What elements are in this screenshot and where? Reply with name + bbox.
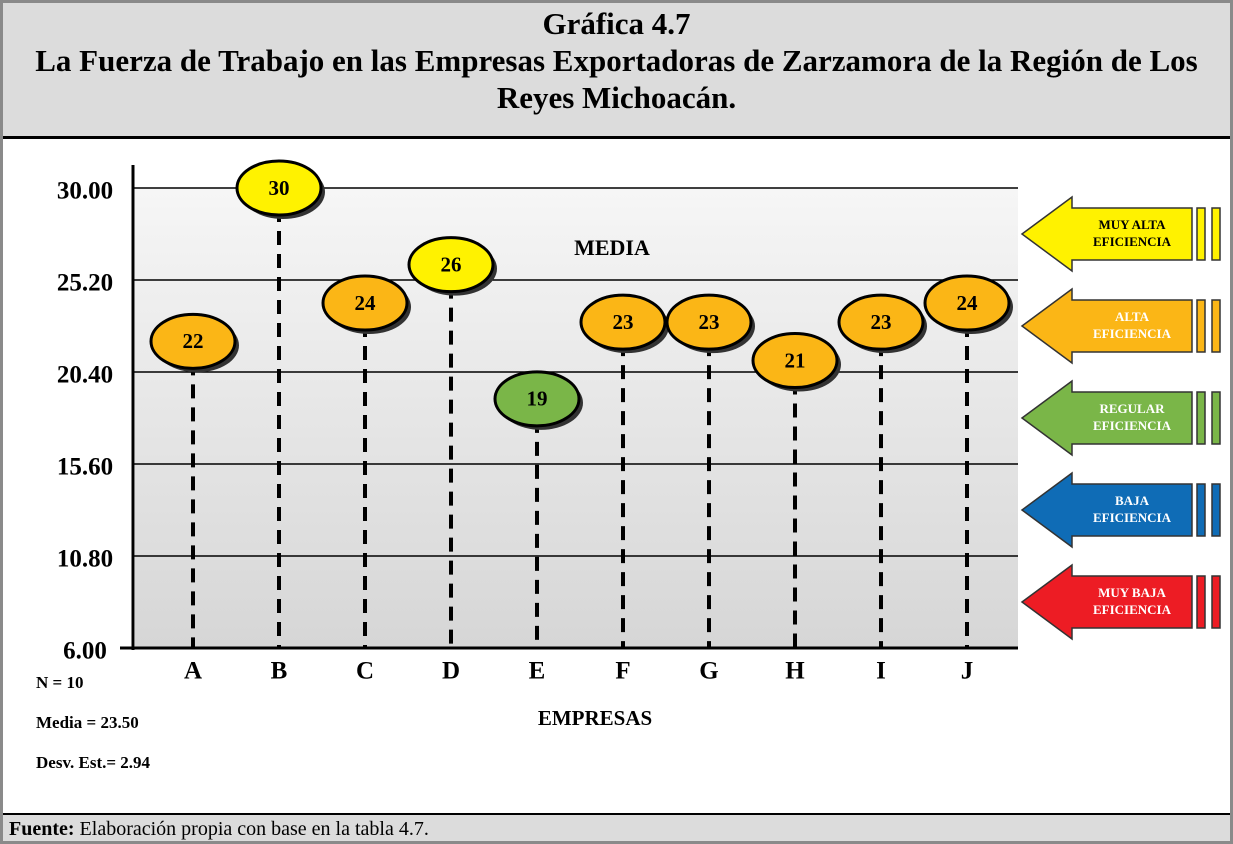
- x-tick-label: J: [961, 658, 974, 685]
- legend-label: EFICIENCIA: [1093, 418, 1172, 433]
- marker: [751, 332, 839, 389]
- stat: Desv. Est.= 2.94: [36, 753, 151, 772]
- chart-subtitle: La Fuerza de Trabajo en las Empresas Exp…: [35, 43, 1198, 115]
- legend-arrow: [1020, 379, 1193, 457]
- marker: [837, 293, 925, 351]
- x-tick-label: E: [529, 658, 546, 685]
- legend-label: REGULAR: [1099, 401, 1165, 416]
- header: Gráfica 4.7 La Fuerza de Trabajo en las …: [3, 3, 1230, 139]
- data-label: 19: [527, 387, 548, 411]
- marker: [321, 274, 409, 332]
- legend-label: BAJA: [1115, 493, 1150, 508]
- x-axis-label: EMPRESAS: [538, 706, 652, 730]
- x-tick-label: G: [699, 658, 718, 685]
- y-tick-label: 20.40: [57, 362, 113, 389]
- data-label: 23: [699, 310, 720, 334]
- legend-stripe: [1211, 483, 1221, 537]
- data-label: 30: [269, 176, 290, 200]
- legend-stripe: [1211, 207, 1221, 261]
- legend-label: EFICIENCIA: [1093, 510, 1172, 525]
- annotation: MEDIA: [574, 235, 650, 260]
- legend-stripe: [1211, 299, 1221, 353]
- legend-stripe: [1211, 575, 1221, 629]
- marker: [665, 293, 753, 351]
- legend-arrow: [1020, 563, 1193, 641]
- marker: [149, 312, 237, 370]
- legend-stripe: [1196, 483, 1206, 537]
- legend-arrow: [1020, 195, 1193, 273]
- x-tick-label: C: [356, 658, 374, 685]
- chart-title: Gráfica 4.7: [542, 6, 691, 41]
- data-label: 22: [183, 329, 204, 353]
- data-label: 23: [871, 310, 892, 334]
- y-tick-label: 30.00: [57, 178, 113, 205]
- legend-label: ALTA: [1115, 309, 1150, 324]
- marker: [235, 159, 323, 217]
- x-tick-label: H: [785, 658, 805, 685]
- footer-text: Elaboración propia con base en la tabla …: [79, 818, 429, 840]
- legend-stripe: [1196, 299, 1206, 353]
- y-tick-label: 15.60: [57, 454, 113, 481]
- legend-label: MUY ALTA: [1098, 217, 1166, 232]
- x-tick-label: B: [271, 658, 288, 685]
- data-label: 26: [441, 252, 462, 276]
- marker: [493, 370, 581, 428]
- legend-stripe: [1211, 391, 1221, 445]
- legend-stripe: [1196, 575, 1206, 629]
- data-label: 24: [957, 291, 979, 315]
- legend-stripe: [1196, 391, 1206, 445]
- legend-label: EFICIENCIA: [1093, 234, 1172, 249]
- data-label: 24: [355, 291, 377, 315]
- footer: Fuente: Elaboración propia con base en l…: [3, 813, 1230, 841]
- legend-label: EFICIENCIA: [1093, 602, 1172, 617]
- footer-label: Fuente:: [9, 818, 75, 840]
- marker: [407, 236, 495, 294]
- x-tick-label: I: [876, 658, 886, 685]
- data-label: 21: [785, 348, 806, 372]
- y-tick-label: 25.20: [57, 270, 113, 297]
- legend-label: MUY BAJA: [1098, 585, 1166, 600]
- y-tick-label: 10.80: [57, 546, 113, 573]
- stat: N = 10: [36, 673, 83, 692]
- legend-label: EFICIENCIA: [1093, 326, 1172, 341]
- stat: Media = 23.50: [36, 713, 139, 732]
- legend-arrow: [1020, 471, 1193, 549]
- legend-stripe: [1196, 207, 1206, 261]
- marker: [579, 293, 667, 351]
- marker: [923, 274, 1011, 332]
- data-label: 23: [613, 310, 634, 334]
- y-tick-label: 6.00: [63, 638, 107, 665]
- x-tick-label: A: [184, 658, 202, 685]
- x-tick-label: D: [442, 658, 460, 685]
- legend-arrow: [1020, 287, 1193, 365]
- plot-background: [135, 188, 1018, 648]
- x-tick-label: F: [615, 658, 630, 685]
